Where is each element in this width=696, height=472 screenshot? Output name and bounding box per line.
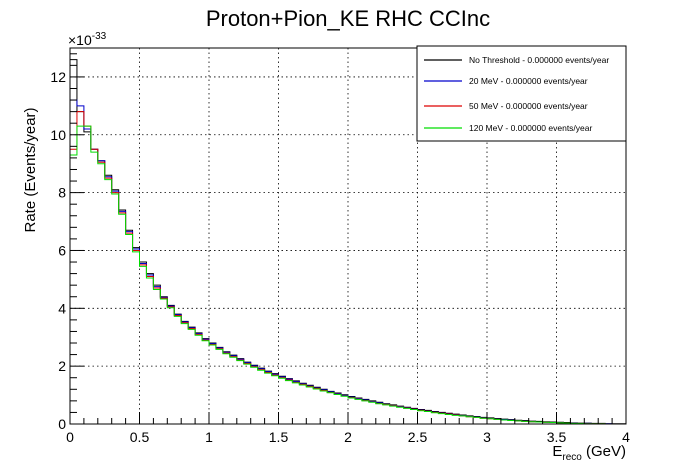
series-line-1: [69, 99, 626, 425]
y-tick-label: 8: [58, 185, 66, 201]
legend-label: 50 MeV - 0.000000 events/year: [469, 101, 588, 111]
y-tick-label: 10: [50, 127, 66, 143]
x-tick-label: 1: [205, 429, 213, 445]
x-tick-label: 0: [66, 429, 74, 445]
legend-box: [416, 45, 627, 142]
legend-label: No Threshold - 0.000000 events/year: [469, 55, 609, 65]
y-exponent-label: ×10-33: [68, 31, 107, 48]
x-axis-ticks: 0 0.5 1 1.5 2 2.5 3 3.5 4: [66, 412, 630, 445]
y-axis-ticks: 0 2 4 6 8 10 12: [50, 53, 84, 432]
x-tick-label: 0.5: [130, 429, 150, 445]
legend-label: 120 MeV - 0.000000 events/year: [469, 123, 592, 133]
legend-label: 20 MeV - 0.000000 events/year: [469, 76, 588, 86]
x-tick-label: 2.5: [408, 429, 428, 445]
legend: No Threshold - 0.000000 events/year 20 Me…: [416, 45, 627, 142]
y-tick-label: 2: [58, 358, 66, 374]
y-tick-label: 4: [58, 300, 66, 316]
x-axis-label: Ereco (GeV): [552, 443, 626, 463]
y-axis-label: Rate (Events/year): [22, 107, 39, 232]
series-line-3: [69, 125, 626, 425]
x-tick-label: 3: [483, 429, 491, 445]
chart-title: Proton+Pion_KE RHC CCInc: [206, 6, 490, 31]
x-tick-label: 1.5: [269, 429, 289, 445]
y-tick-label: 6: [58, 242, 66, 258]
series-line-0: [69, 59, 626, 425]
histogram-series: [69, 59, 626, 425]
y-tick-label: 0: [58, 416, 66, 432]
x-tick-label: 4: [622, 429, 630, 445]
y-tick-label: 12: [50, 69, 66, 85]
x-tick-label: 3.5: [547, 429, 567, 445]
x-tick-label: 2: [344, 429, 352, 445]
